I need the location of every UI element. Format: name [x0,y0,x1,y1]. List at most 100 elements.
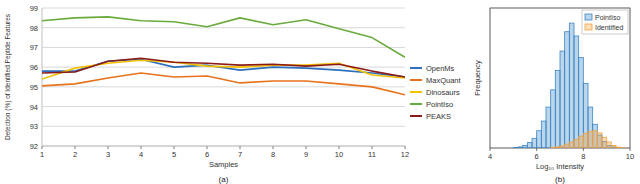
chart-histogram: 46810PointIsoIdentifiedFrequencyLog₁₀ In… [473,8,634,184]
legend-box [582,10,628,34]
grid-line [42,106,405,107]
histogram-bar [504,148,509,149]
histogram-bar [490,148,495,149]
histogram-bar [555,70,560,148]
histogram-bar [523,148,528,149]
panel-label: (a) [219,175,229,184]
histogram-bar [583,133,588,148]
x-axis-label: Log₁₀ Intensity [536,162,584,171]
histogram-bar [490,148,495,149]
grid-line [42,86,405,87]
grid-line [42,47,405,48]
grid-line [42,8,405,9]
legend-swatch [585,24,592,30]
histogram-bar [579,136,584,148]
tick [583,148,584,151]
histogram-bar [523,145,528,148]
legend-label: Identified [595,24,624,31]
histogram-bar [495,148,500,149]
x-tick-label: 1 [40,150,44,159]
legend-label: MaxQuant [426,76,462,85]
y-tick-label: 96 [30,63,38,72]
histogram-bar [541,148,546,149]
x-tick-label: 6 [205,150,209,159]
x-tick-label: 6 [535,152,539,161]
histogram-bar [560,146,565,148]
y-axis-label: Detection (%) of Identified Peptide Feat… [4,13,12,140]
histogram-bar [588,131,593,148]
chart-line: 9293949596979899123456789101112OpenMsMax… [4,4,462,184]
histogram-bar [499,148,504,149]
series-line [42,58,405,77]
y-tick-label: 99 [30,4,38,13]
histogram-bar [537,148,542,149]
histogram-bar [532,138,537,148]
legend-swatch [410,79,422,81]
legend-swatch [410,91,422,93]
histogram-bar [509,148,514,149]
series-line [42,17,405,57]
histogram-bar [513,148,518,149]
legend-label: Dinosaurs [426,88,460,97]
histogram-bar [555,147,560,148]
histogram-bar [546,148,551,149]
histogram-bar [527,148,532,149]
x-tick-label: 11 [368,150,376,159]
legend-label: PointIso [426,100,453,109]
x-tick-label: 8 [581,152,585,161]
histogram-bar [583,83,588,148]
histogram-bar [504,148,509,149]
y-tick-label: 92 [30,142,38,151]
histogram-bar [513,147,518,148]
grid-line [42,146,405,147]
histogram-bar [499,148,504,149]
histogram-bar [621,148,626,149]
histogram-bar [616,147,621,148]
figure: 9293949596979899123456789101112OpenMsMax… [0,0,640,184]
histogram-bar [588,107,593,148]
histogram-bar [607,142,612,148]
x-tick-label: 2 [73,150,77,159]
tick [490,148,491,151]
legend-swatch [410,103,422,105]
y-tick-label: 93 [30,122,38,131]
histogram-bar [560,51,565,148]
histogram-bar [551,90,556,148]
y-axis [42,8,43,146]
y-axis-label: Frequency [473,60,482,96]
histogram-bar [527,143,532,148]
histogram-bar [541,121,546,148]
x-tick-label: 8 [271,150,275,159]
histogram-bar [602,137,607,148]
histogram-bar [611,145,616,148]
legend-label: PointIso [595,14,620,21]
plot-area [513,23,625,148]
histogram-bar [574,36,579,148]
histogram-bar [593,124,598,148]
legend-label: OpenMs [426,64,455,73]
legend-swatch [410,67,422,69]
histogram-bar [532,148,537,149]
x-tick-label: 3 [106,150,110,159]
x-tick-label: 10 [335,150,343,159]
histogram-bar [546,107,551,148]
x-tick-label: 12 [401,150,409,159]
histogram-bar [579,58,584,148]
histogram-bar [574,139,579,148]
histogram-bar [495,148,500,149]
x-axis-label: Samples [209,160,238,169]
x-tick-label: 10 [626,152,634,161]
y-tick-label: 98 [30,24,38,33]
histogram-bar [551,147,556,148]
x-tick-label: 9 [304,150,308,159]
y-tick-label: 97 [30,43,38,52]
histogram-bar [593,131,598,148]
frame [490,8,630,148]
plot-area [42,17,405,95]
y-tick-label: 94 [30,103,38,112]
legend-swatch [585,14,592,20]
histogram-bar [565,32,570,148]
histogram-bar [625,148,630,149]
histogram-bar [621,147,626,148]
histogram-bar [597,133,602,148]
